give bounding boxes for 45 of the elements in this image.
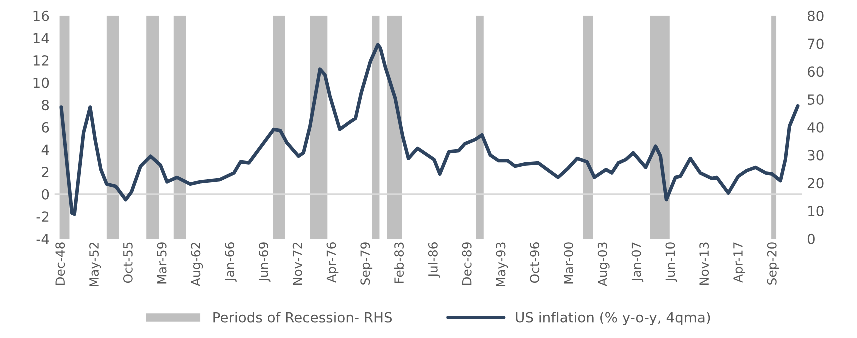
y2-tick-label: 40 [808, 122, 824, 133]
y-tick-label: 8 [42, 100, 50, 111]
x-tick-label: Jun-69 [258, 242, 271, 282]
x-tick-label: Dec-48 [56, 242, 66, 286]
y2-tick-label: 70 [808, 38, 824, 50]
x-tick-label: Nov-13 [700, 242, 710, 286]
y-tick-label: 0 [42, 189, 50, 200]
x-tick-label: Sep-20 [767, 242, 780, 285]
y2-tick-label: 50 [808, 94, 824, 106]
x-tick-label: Mar-00 [564, 242, 574, 284]
x-tick-label: May-93 [496, 242, 508, 287]
x-tick-label: Jun-10 [666, 242, 678, 282]
x-tick-label: Aug-62 [191, 242, 204, 286]
x-tick-label: Jan-66 [225, 242, 237, 282]
y-tick-label: 16 [34, 10, 50, 22]
y-tick-label: 10 [34, 78, 50, 88]
x-tick-label: Oct-55 [123, 242, 133, 284]
y-tick-label: -2 [36, 212, 49, 222]
y2-tick-label: 10 [808, 206, 824, 217]
x-tick-label: Jul-86 [428, 242, 440, 278]
y2-tick-label: 60 [808, 66, 824, 78]
y-tick-label: 12 [34, 55, 49, 66]
legend-label: Periods of Recession- RHS [214, 312, 392, 323]
x-tick-label: Apr-17 [734, 242, 746, 283]
y2-tick-label: 80 [808, 10, 824, 22]
x-tick-label: Oct-96 [530, 242, 540, 284]
line-series [60, 43, 800, 216]
x-tick-label: Sep-79 [360, 242, 373, 285]
y2-tick-label: 0 [808, 234, 815, 244]
y-tick-label: 2 [42, 167, 49, 178]
x-tick-label: Mar-59 [157, 242, 167, 284]
y2-tick-label: 30 [808, 150, 824, 161]
y-tick-label: 4 [42, 144, 50, 156]
y-tick-label: 6 [42, 122, 50, 133]
x-tick-label: Nov-72 [292, 243, 302, 286]
y-tick-label: 14 [34, 33, 50, 44]
x-tick-label: Feb-83 [394, 242, 404, 284]
x-tick-label: Apr-76 [326, 242, 339, 283]
y2-tick-label: 20 [808, 178, 824, 189]
x-tick-label: Jan-07 [632, 242, 644, 282]
legend-label: US inflation (% y-o-y, 4qma) [516, 312, 710, 326]
x-tick-label: Aug-03 [598, 242, 610, 286]
x-tick-label: May-52 [90, 242, 102, 287]
x-tick-label: Dec-89 [462, 242, 472, 286]
y-tick-label: -4 [36, 234, 50, 244]
